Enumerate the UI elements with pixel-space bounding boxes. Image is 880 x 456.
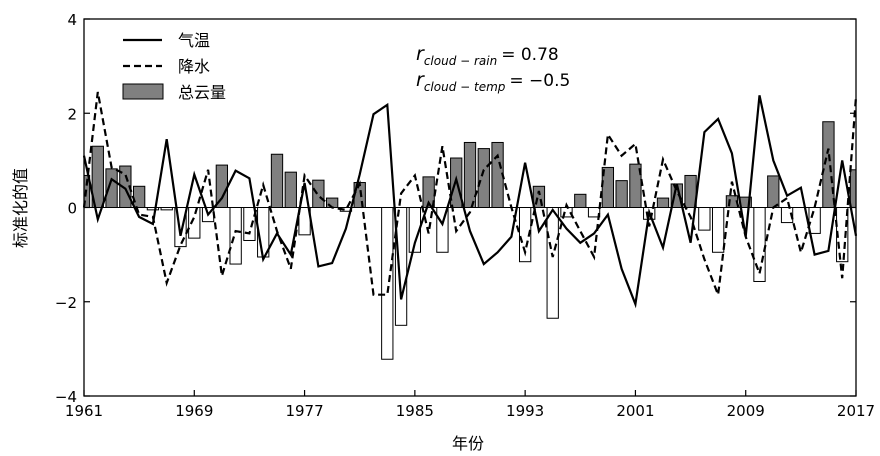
legend-label-precipitation: 降水 xyxy=(178,57,210,76)
annotation-r-cloud-temp: rcloud − temp = −0.5 xyxy=(416,69,570,94)
bar-2000 xyxy=(615,180,628,208)
bar-1997 xyxy=(574,193,587,208)
x-tick-label-1961: 1961 xyxy=(65,402,103,420)
axis-ticks: 1961 1969 1977 1985 1993 2001 2009 2017 4 2 0 −2 −4 xyxy=(55,11,875,420)
y-tick-label-4: 4 xyxy=(67,11,77,29)
y-tick-label--4: −4 xyxy=(55,388,77,406)
bar-1972 xyxy=(229,207,242,265)
bar-1973 xyxy=(243,207,256,241)
y-tick-label-2: 2 xyxy=(67,105,77,123)
x-tick-label-2017: 2017 xyxy=(837,402,875,420)
x-tick-label-2009: 2009 xyxy=(727,402,765,420)
bar-1976 xyxy=(284,171,297,208)
bar-1971 xyxy=(215,164,229,208)
line-series-temperature xyxy=(82,95,858,309)
bar-1975 xyxy=(270,153,284,208)
x-tick-label-1993: 1993 xyxy=(506,402,544,420)
bar-2011 xyxy=(767,175,780,209)
legend-swatch-cloud-cover xyxy=(122,83,164,100)
x-axis-title: 年份 xyxy=(452,434,484,453)
bar-2003 xyxy=(656,197,670,208)
bar-1994 xyxy=(532,185,546,208)
bar-1990 xyxy=(477,148,490,208)
bar-2006 xyxy=(698,207,711,231)
x-tick-label-1977: 1977 xyxy=(285,402,323,420)
bar-1995 xyxy=(546,207,559,319)
bar-2007 xyxy=(711,207,725,253)
bar-2014 xyxy=(808,207,821,234)
bar-2015 xyxy=(822,121,835,208)
bar-1991 xyxy=(491,141,504,208)
legend-label-cloud-cover: 总云量 xyxy=(178,83,226,102)
bar-1989 xyxy=(463,141,477,208)
x-tick-label-1985: 1985 xyxy=(396,402,434,420)
bar-1965 xyxy=(132,185,146,208)
bar-1978 xyxy=(312,179,325,208)
bar-2017 xyxy=(849,169,857,209)
correlation-annotations: rcloud − rain = 0.78 rcloud − temp = −0.5 xyxy=(416,43,570,94)
bar-series-cloud-cover xyxy=(83,121,857,360)
y-axis-title: 标准化的值 xyxy=(11,168,30,248)
y-tick-label-0: 0 xyxy=(67,200,77,218)
y-tick-label--2: −2 xyxy=(55,294,77,312)
legend: 气温 降水 总云量 xyxy=(122,31,226,102)
x-tick-label-2001: 2001 xyxy=(616,402,654,420)
line-series-precipitation xyxy=(82,91,858,296)
annotation-r-cloud-rain: rcloud − rain = 0.78 xyxy=(416,43,559,68)
bar-1983 xyxy=(381,207,394,360)
x-tick-label-1969: 1969 xyxy=(175,402,213,420)
legend-label-temperature: 气温 xyxy=(178,31,210,50)
